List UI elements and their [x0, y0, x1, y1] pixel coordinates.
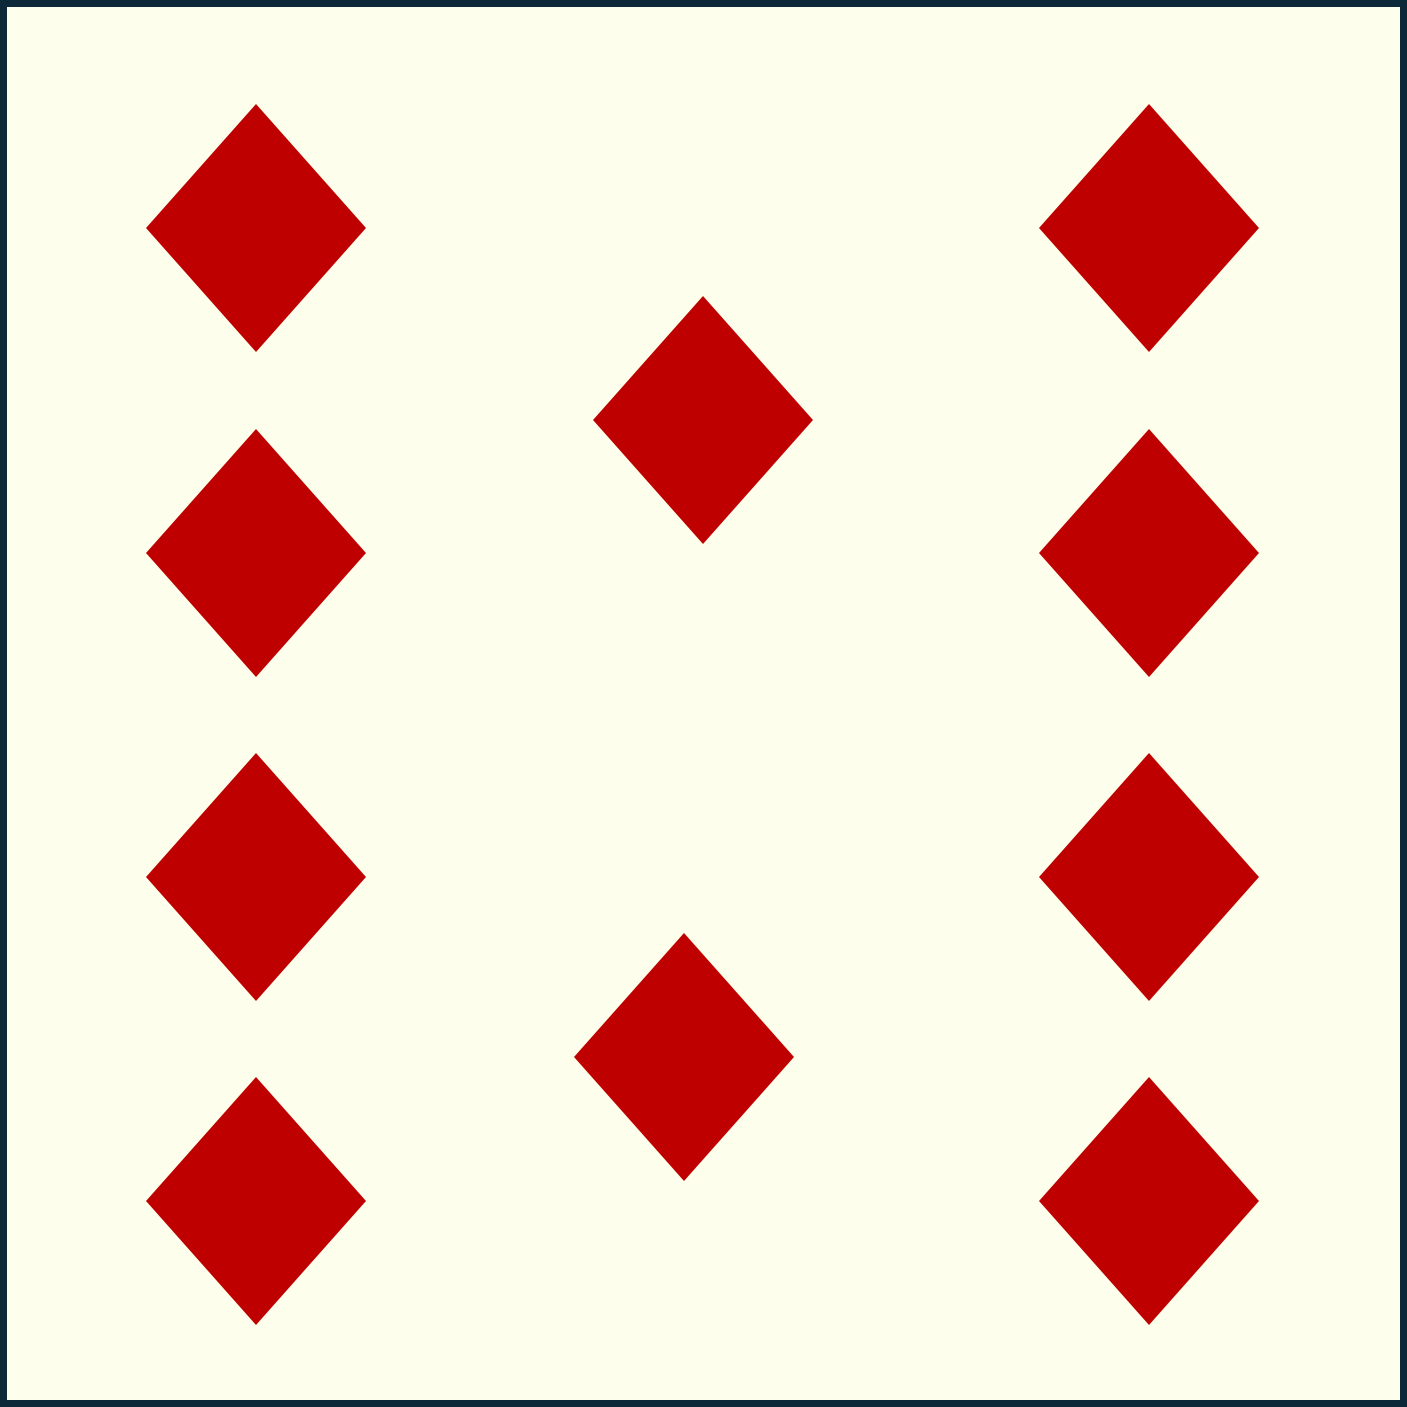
diamond-icon	[1039, 753, 1259, 1001]
diamond-icon	[146, 1077, 366, 1325]
diamond-icon	[593, 296, 813, 544]
diamond-icon	[146, 753, 366, 1001]
diamond-icon	[146, 104, 366, 352]
diamond-icon	[1039, 1077, 1259, 1325]
diamond-icon	[1039, 104, 1259, 352]
diamond-icon	[1039, 429, 1259, 677]
diamond-icon	[574, 933, 794, 1181]
diamond-icon	[146, 429, 366, 677]
